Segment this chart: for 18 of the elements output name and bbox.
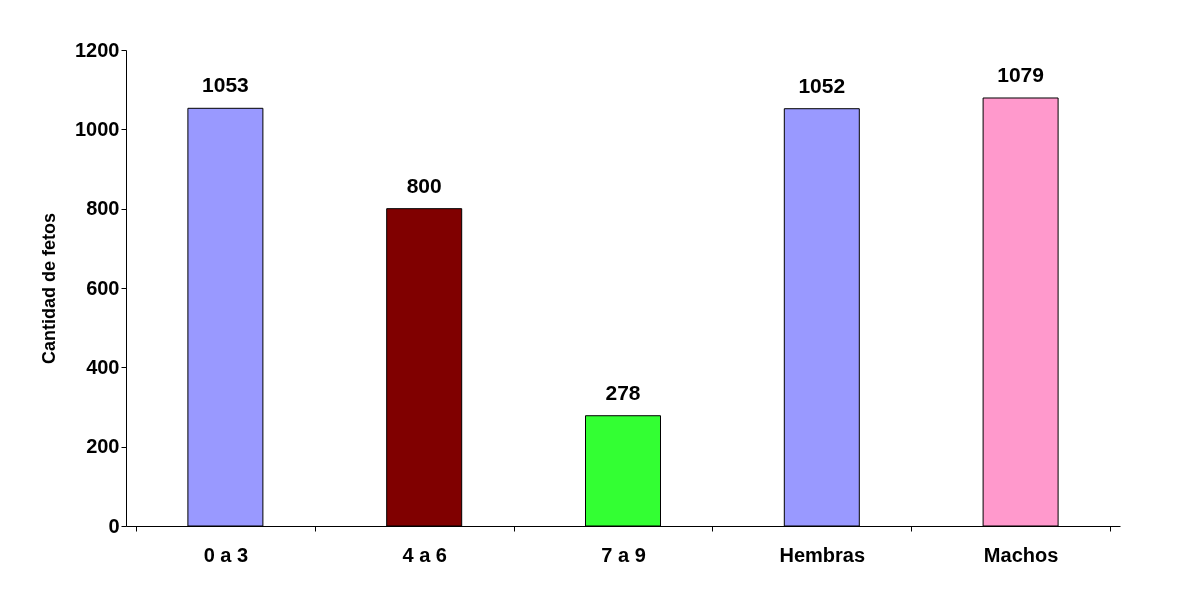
x-tick-label: Machos xyxy=(983,543,1059,566)
y-tick-label: 200 xyxy=(86,435,120,458)
y-tick-label: 400 xyxy=(86,355,120,378)
y-tick-label: 600 xyxy=(86,276,120,299)
data-label: 1079 xyxy=(997,63,1044,86)
data-label: 278 xyxy=(605,380,641,404)
data-label: 800 xyxy=(406,173,442,197)
y-tick-label: 800 xyxy=(86,197,120,220)
x-tick-label: Hembras xyxy=(779,543,866,566)
x-tick-label: 0 a 3 xyxy=(203,543,249,566)
data-label: 1052 xyxy=(798,73,846,97)
x-tick-label: 7 a 9 xyxy=(601,543,646,566)
x-tick-label: 4 a 6 xyxy=(402,543,447,566)
y-tick-label: 0 xyxy=(108,514,120,537)
y-tick-label: 1000 xyxy=(75,117,120,140)
y-axis-title: Cantidad de fetos xyxy=(39,212,60,365)
y-tick-label: 1200 xyxy=(75,38,120,61)
data-label: 1053 xyxy=(202,73,249,97)
